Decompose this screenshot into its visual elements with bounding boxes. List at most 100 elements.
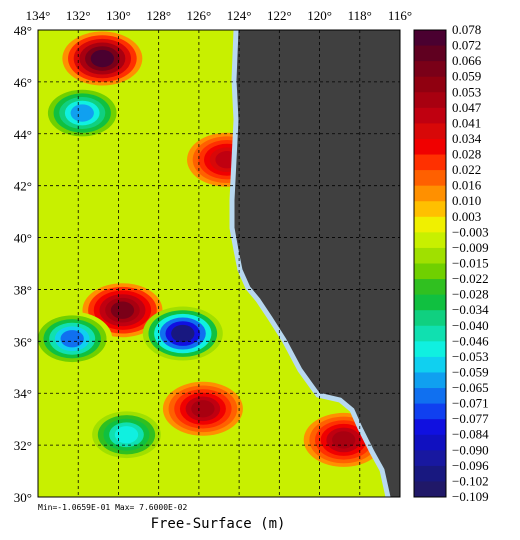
colorbar-tick-label: −0.040: [452, 318, 489, 333]
colorbar-tick-label: 0.010: [452, 193, 481, 208]
lat-label: 36°: [14, 334, 32, 349]
colorbar-tick-label: 0.028: [452, 147, 481, 162]
colorbar-swatch: [414, 341, 446, 358]
colorbar-swatch: [414, 263, 446, 280]
longitude-labels: 134° 132° 130° 128° 126° 124° 122° 120° 118° 116°: [26, 8, 412, 23]
colorbar-swatch: [414, 201, 446, 218]
colorbar-swatch: [414, 481, 446, 498]
colorbar-swatch: [414, 356, 446, 373]
cyan-low-contour: [114, 426, 139, 444]
colorbar-swatch: [414, 294, 446, 311]
colorbar-tick-label: −0.059: [452, 364, 489, 379]
lat-label: 30°: [14, 490, 32, 505]
colorbar-tick-label: −0.009: [452, 240, 489, 255]
colorbar-tick-label: −0.077: [452, 411, 489, 426]
colorbar-swatch: [414, 325, 446, 342]
colorbar-tick-label: 0.059: [452, 69, 481, 84]
colorbar-swatch: [414, 419, 446, 436]
latitude-labels: 48° 46° 44° 42° 40° 38° 36° 34° 32° 30°: [14, 23, 32, 505]
sw-low-contour: [60, 330, 84, 348]
colorbar-swatch: [414, 92, 446, 109]
colorbar-tick-label: −0.053: [452, 349, 489, 364]
colorbar-tick-label: −0.096: [452, 458, 489, 473]
nw-high-contour: [90, 49, 115, 68]
colorbar-tick-label: 0.078: [452, 22, 481, 37]
lat-label: 48°: [14, 23, 32, 38]
lat-label: 34°: [14, 386, 32, 401]
blue-spot-contour: [171, 324, 195, 343]
colorbar-tick-label: −0.090: [452, 442, 489, 457]
colorbar-swatch: [414, 372, 446, 389]
lat-label: 44°: [14, 127, 32, 142]
colorbar-tick-label: −0.028: [452, 287, 489, 302]
lon-label: 118°: [348, 8, 372, 23]
colorbar-tick-label: 0.041: [452, 115, 481, 130]
lon-label: 126°: [187, 8, 212, 23]
colorbar-tick-label: −0.084: [452, 427, 489, 442]
caption: Free-Surface (m): [151, 516, 286, 532]
lon-label: 128°: [146, 8, 171, 23]
lon-label: 134°: [26, 8, 51, 23]
colorbar-swatch: [414, 403, 446, 420]
colorbar-swatch: [414, 310, 446, 327]
colorbar-swatch: [414, 107, 446, 124]
colorbar-tick-label: −0.022: [452, 271, 489, 286]
mid-high-contour: [110, 301, 135, 319]
colorbar-swatch: [414, 30, 446, 47]
colorbar-swatch: [414, 45, 446, 62]
graticule-grid: [38, 30, 400, 497]
colorbar-swatch: [414, 123, 446, 140]
lat-label: 32°: [14, 438, 32, 453]
west-low-contour: [70, 104, 94, 122]
colorbar-tick-label: 0.003: [452, 209, 481, 224]
map-panel: [38, 30, 400, 497]
colorbar-tick-label: −0.071: [452, 396, 489, 411]
lat-label: 40°: [14, 231, 32, 246]
colorbar-tick-label: 0.034: [452, 131, 482, 146]
colorbar-swatch: [414, 170, 446, 187]
colorbar-swatch: [414, 247, 446, 264]
colorbar-swatch: [414, 450, 446, 467]
colorbar-swatch: [414, 279, 446, 296]
colorbar-tick-label: −0.003: [452, 224, 489, 239]
colorbar-tick-label: 0.016: [452, 178, 482, 193]
colorbar: [413, 29, 447, 498]
colorbar-swatch: [414, 434, 446, 451]
colorbar-tick-label: −0.109: [452, 489, 489, 504]
min-max-text: Min=-1.0659E-01 Max= 7.6000E-02: [38, 503, 187, 512]
colorbar-swatch: [414, 232, 446, 249]
colorbar-swatch: [414, 216, 446, 233]
lon-label: 116°: [388, 8, 412, 23]
land-mass: [232, 30, 400, 497]
colorbar-swatch: [414, 185, 446, 202]
colorbar-tick-label: −0.046: [452, 333, 489, 348]
lon-label: 122°: [267, 8, 292, 23]
colorbar-tick-label: 0.047: [452, 100, 482, 115]
se-high-contour: [332, 431, 356, 449]
coastline: [229, 30, 391, 497]
socal-high-contour: [191, 400, 215, 418]
colorbar-tick-label: 0.072: [452, 38, 481, 53]
lon-label: 120°: [307, 8, 332, 23]
lon-label: 124°: [227, 8, 252, 23]
lat-label: 38°: [14, 282, 32, 297]
lon-label: 132°: [66, 8, 91, 23]
colorbar-swatch: [414, 465, 446, 482]
colorbar-tick-label: 0.022: [452, 162, 481, 177]
lat-label: 46°: [14, 75, 32, 90]
colorbar-swatch: [414, 138, 446, 156]
lat-label: 42°: [14, 179, 32, 194]
colorbar-tick-label: −0.102: [452, 473, 489, 488]
colorbar-swatch: [414, 154, 446, 171]
free-surface-field: [38, 31, 384, 467]
colorbar-frame: [413, 29, 447, 498]
colorbar-swatch: [414, 61, 446, 78]
colorbar-tick-label: −0.015: [452, 256, 489, 271]
colorbar-labels: 0.0780.0720.0660.0590.0530.0470.0410.034…: [452, 22, 489, 504]
colorbar-swatch: [414, 76, 446, 93]
colorbar-tick-label: 0.066: [452, 53, 482, 68]
lon-label: 130°: [106, 8, 131, 23]
colorbar-swatch: [414, 388, 446, 405]
colorbar-tick-label: 0.053: [452, 84, 481, 99]
